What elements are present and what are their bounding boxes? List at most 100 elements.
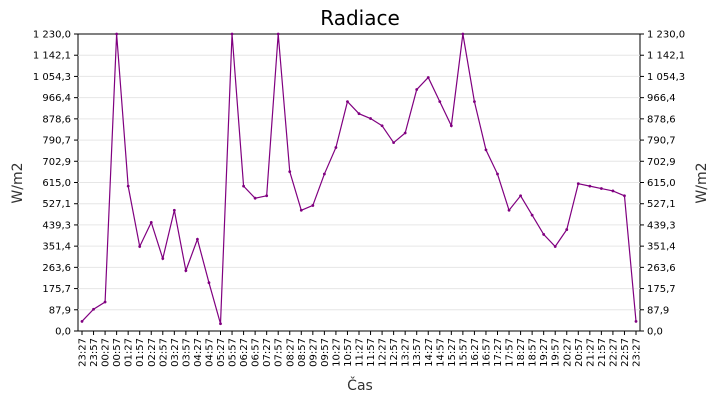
y-tick-label: 790,7 [647, 136, 676, 147]
y-tick-label: 790,7 [42, 136, 71, 147]
x-tick-label: 02:57 [158, 338, 169, 367]
y-tick-label: 878,6 [42, 114, 71, 125]
chart-title: Radiace [320, 6, 400, 30]
data-point [588, 184, 592, 188]
data-point [634, 319, 638, 323]
series-radiation [80, 32, 638, 326]
x-tick-label: 10:27 [331, 338, 342, 367]
data-point [149, 220, 153, 224]
x-tick-label: 03:57 [181, 338, 192, 367]
data-point [611, 189, 615, 193]
x-tick-label: 22:27 [608, 338, 619, 367]
y-tick-label: 527,1 [647, 199, 676, 210]
data-point [449, 124, 453, 128]
x-tick-label: 11:27 [355, 338, 366, 367]
data-point [126, 184, 130, 188]
x-tick-label: 17:57 [505, 338, 516, 367]
data-point [461, 32, 465, 36]
y-tick-label: 439,3 [42, 220, 71, 231]
x-tick-label: 19:27 [539, 338, 550, 367]
data-point [426, 76, 430, 79]
y-tick-label: 1 230,0 [33, 30, 71, 41]
data-point [103, 300, 107, 304]
data-point [265, 194, 269, 198]
data-point [92, 307, 95, 311]
x-tick-label: 13:57 [412, 338, 423, 367]
y-tick-label: 702,9 [42, 157, 71, 168]
x-tick-label: 12:27 [378, 338, 389, 367]
x-tick-label: 02:27 [147, 338, 158, 367]
data-point [553, 245, 557, 248]
y-tick-label: 0,0 [55, 327, 71, 338]
data-point [496, 172, 499, 176]
y-tick-label: 878,6 [647, 114, 676, 125]
x-tick-label: 00:57 [112, 338, 123, 367]
data-point [599, 187, 603, 190]
y-tick-label: 1 142,1 [647, 51, 685, 62]
data-point [299, 208, 303, 212]
data-point [322, 172, 326, 176]
y-tick-label: 527,1 [42, 199, 71, 210]
x-tick-label: 07:27 [262, 338, 273, 367]
y-tick-label: 175,7 [647, 284, 676, 295]
y-tick-label: 263,6 [42, 263, 71, 274]
y-tick-label: 351,4 [42, 242, 71, 253]
x-tick-label: 18:57 [528, 338, 539, 367]
y-tick-label: 351,4 [647, 242, 676, 253]
data-point [346, 100, 349, 104]
data-point [403, 131, 407, 135]
x-tick-label: 22:57 [620, 338, 631, 367]
x-tick-label: 18:27 [516, 338, 527, 367]
x-tick-label: 20:57 [574, 338, 585, 367]
x-tick-label: 12:57 [389, 338, 400, 367]
data-point [161, 257, 165, 260]
data-point [392, 141, 396, 145]
data-point [519, 194, 522, 198]
x-tick-label: 08:27 [285, 338, 296, 367]
data-point [115, 32, 119, 36]
x-tick-label: 14:57 [435, 338, 446, 367]
x-tick-label: 05:57 [228, 338, 239, 367]
y-tick-label: 439,3 [647, 220, 676, 231]
y-tick-label: 0,0 [647, 327, 663, 338]
x-tick-label: 16:27 [470, 338, 481, 367]
data-point [576, 182, 580, 186]
x-tick-label: 01:57 [135, 338, 146, 367]
data-point [542, 233, 546, 236]
data-point [219, 322, 222, 326]
y-tick-label: 263,6 [647, 263, 676, 274]
x-tick-label: 14:27 [424, 338, 435, 367]
y-tick-label: 175,7 [42, 284, 71, 295]
x-tick-label: 08:57 [297, 338, 308, 367]
x-tick-label: 10:57 [343, 338, 354, 367]
x-tick-label: 06:27 [239, 338, 250, 367]
data-point [253, 196, 257, 200]
y-tick-label: 87,9 [49, 305, 71, 316]
x-tick-label: 15:57 [458, 338, 469, 367]
data-point [369, 117, 372, 120]
data-point [357, 112, 361, 116]
x-tick-label: 23:27 [78, 338, 89, 367]
y-tick-label: 1 142,1 [33, 51, 71, 62]
data-point [242, 184, 245, 188]
data-point [276, 32, 280, 36]
x-tick-label: 21:57 [597, 338, 608, 367]
y-tick-label: 966,4 [647, 93, 676, 104]
x-tick-label: 16:57 [481, 338, 492, 367]
y-axis-label-right: W/m2 [694, 162, 710, 203]
x-tick-label: 20:27 [562, 338, 573, 367]
y-tick-label: 87,9 [647, 305, 669, 316]
x-tick-label: 13:27 [401, 338, 412, 367]
x-tick-label: 03:27 [170, 338, 181, 367]
data-point [530, 213, 534, 217]
data-point [311, 204, 315, 207]
x-tick-label: 07:57 [274, 338, 285, 367]
x-tick-label: 04:27 [193, 338, 204, 367]
data-point [507, 208, 511, 212]
y-tick-label: 1 230,0 [647, 30, 685, 41]
y-tick-label: 615,0 [647, 178, 676, 189]
y-tick-label: 615,0 [42, 178, 71, 189]
x-tick-label: 23:57 [89, 338, 100, 367]
data-point [565, 228, 569, 231]
data-point [484, 148, 488, 152]
